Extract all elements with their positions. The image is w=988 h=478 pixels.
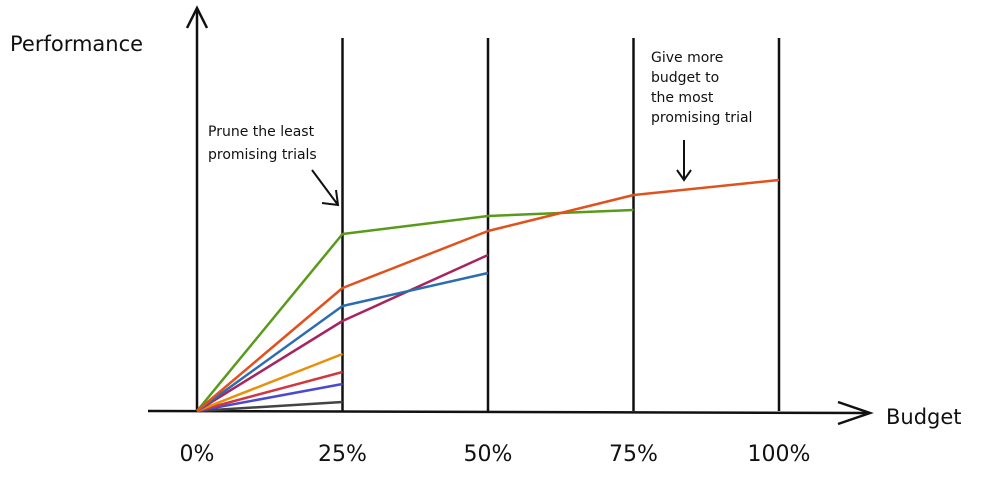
annotation: budget to [651, 70, 719, 86]
series-line [196, 253, 489, 413]
y-axis-arrow [185, 5, 209, 29]
series-line [196, 400, 343, 413]
annotation: Give more [651, 50, 723, 66]
x-tick-label: 100% [748, 442, 811, 467]
series-line [196, 370, 343, 413]
annotation: promising trials [208, 147, 317, 163]
x-axis [147, 409, 871, 415]
series-line [196, 352, 343, 413]
annotation: promising trial [651, 110, 752, 126]
x-tick-label: 50% [464, 442, 513, 467]
annotation: the most [651, 90, 714, 106]
annotation-arrow [676, 140, 692, 182]
x-tick-label: 75% [609, 442, 658, 467]
series-line [196, 208, 634, 412]
x-axis-arrow [837, 400, 874, 426]
x-axis-label: Budget [886, 405, 962, 429]
series-line [196, 382, 343, 413]
y-axis-label: Performance [10, 32, 143, 56]
series-line [196, 178, 780, 412]
annotation: Prune the least [208, 124, 315, 140]
x-tick-label: 25% [318, 442, 367, 467]
series-line [196, 271, 489, 413]
x-tick-label: 0% [180, 442, 215, 467]
annotation-arrow [311, 169, 340, 207]
